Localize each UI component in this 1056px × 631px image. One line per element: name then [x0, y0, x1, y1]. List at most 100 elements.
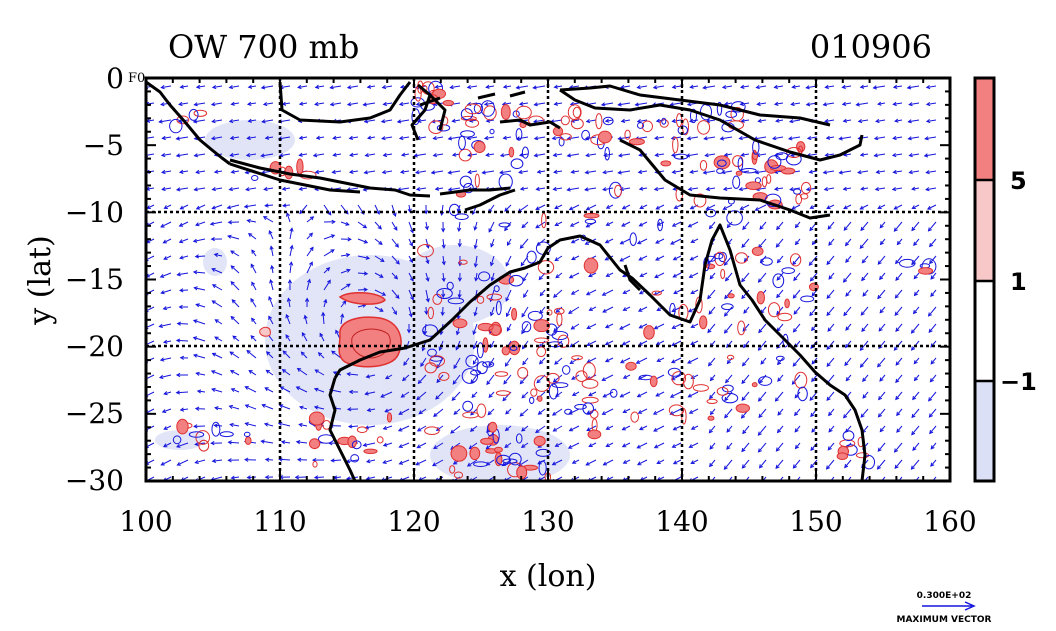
- wind-vector: [505, 289, 512, 302]
- wind-vector: [521, 391, 529, 399]
- ow-positive-contour: [500, 104, 511, 120]
- wind-vector: [282, 187, 291, 190]
- wind-vector-head: [911, 413, 916, 419]
- ow-positive-contour: [442, 99, 454, 107]
- wind-vector-head: [619, 84, 625, 90]
- ow-positive-contour: [356, 426, 368, 434]
- wind-vector: [301, 332, 308, 342]
- wind-vector: [212, 187, 223, 191]
- wind-vector-head: [393, 226, 398, 231]
- wind-vector: [425, 289, 429, 302]
- wind-vector: [212, 119, 223, 123]
- wind-vector: [552, 459, 563, 466]
- wind-vector-head: [192, 353, 198, 358]
- wind-vector-head: [824, 152, 829, 158]
- wind-vector-head: [754, 170, 760, 175]
- wind-vector-head: [453, 364, 458, 370]
- wind-vector-head: [690, 324, 695, 328]
- wind-vector: [516, 85, 529, 89]
- wind-vector: [913, 306, 920, 314]
- wind-vector-head: [469, 478, 474, 481]
- wind-vector-head: [686, 136, 692, 141]
- wind-vector: [418, 374, 427, 384]
- ow-positive-contour: [735, 170, 743, 176]
- wind-vector-head: [566, 187, 571, 192]
- wind-vector: [264, 387, 274, 393]
- wind-vector: [385, 374, 393, 380]
- wind-vector: [876, 119, 886, 122]
- ow-positive-contour: [464, 103, 482, 115]
- wind-vector: [623, 408, 631, 413]
- wind-vector-head: [690, 426, 696, 430]
- wind-vector: [196, 303, 206, 308]
- wind-vector-head: [638, 256, 643, 261]
- wind-vector: [723, 204, 733, 210]
- wind-vector-head: [345, 221, 350, 226]
- wind-vector: [755, 170, 767, 174]
- wind-vector: [670, 408, 682, 415]
- wind-vector: [911, 255, 920, 265]
- wind-vector-head: [295, 440, 301, 445]
- wind-vector-head: [210, 102, 216, 107]
- wind-vector-head: [600, 102, 606, 107]
- wind-vector-head: [262, 102, 268, 107]
- wind-vector: [708, 357, 716, 367]
- wind-vector: [176, 339, 189, 342]
- wind-vector-head: [362, 442, 368, 447]
- corner-label: F0: [128, 71, 145, 86]
- wind-vector: [929, 408, 937, 418]
- wind-vector: [860, 340, 869, 351]
- wind-vector: [690, 289, 699, 294]
- wind-vector-head: [211, 387, 216, 392]
- wind-vector-head: [655, 256, 660, 261]
- wind-vector: [691, 425, 699, 430]
- wind-vector: [486, 374, 495, 385]
- wind-vector: [399, 102, 410, 105]
- wind-vector: [374, 255, 385, 262]
- wind-vector-head: [602, 308, 607, 313]
- wind-vector: [776, 323, 784, 332]
- wind-vector-head: [758, 328, 763, 334]
- wind-vector-head: [504, 443, 509, 449]
- ow-negative-contour: [515, 433, 523, 444]
- wind-vector-head: [327, 211, 332, 216]
- wind-vector-head: [518, 169, 523, 175]
- wind-vector-head: [571, 256, 576, 261]
- wind-vector: [367, 85, 376, 88]
- ow-negative-contour: [493, 285, 500, 293]
- wind-vector-head: [247, 84, 253, 89]
- wind-vector-head: [433, 412, 438, 417]
- wind-vector: [860, 85, 869, 88]
- wind-vector: [408, 255, 413, 263]
- wind-vector: [194, 187, 206, 191]
- wind-vector-head: [347, 424, 353, 429]
- wind-vector-head: [671, 169, 676, 175]
- wind-vector: [925, 136, 937, 140]
- ow-negative-contour: [690, 108, 697, 124]
- wind-vector-head: [637, 169, 643, 174]
- wind-vector-head: [440, 311, 445, 317]
- wind-vector-head: [485, 461, 491, 466]
- ow-positive-contour: [537, 395, 543, 402]
- wind-vector: [425, 306, 427, 315]
- wind-vector: [357, 238, 368, 244]
- wind-vector: [299, 423, 308, 427]
- wind-vector: [435, 187, 444, 190]
- ow-negative-contour: [637, 122, 644, 129]
- wind-vector-head: [622, 375, 628, 379]
- wind-vector-head: [908, 102, 913, 107]
- wind-vector-head: [466, 102, 472, 107]
- wind-vector-head: [329, 85, 334, 90]
- wind-vector-head: [451, 396, 456, 401]
- wind-vector-head: [721, 85, 727, 90]
- ow-negative-contour: [775, 355, 785, 362]
- wind-vector: [894, 221, 903, 232]
- wind-vector-head: [588, 443, 593, 447]
- wind-vector-head: [382, 152, 388, 158]
- wind-vector: [332, 170, 342, 173]
- wind-vector: [385, 408, 393, 413]
- wind-vector: [271, 265, 274, 274]
- wind-vector: [879, 221, 886, 229]
- wind-vector: [147, 204, 155, 209]
- wind-vector: [397, 119, 410, 123]
